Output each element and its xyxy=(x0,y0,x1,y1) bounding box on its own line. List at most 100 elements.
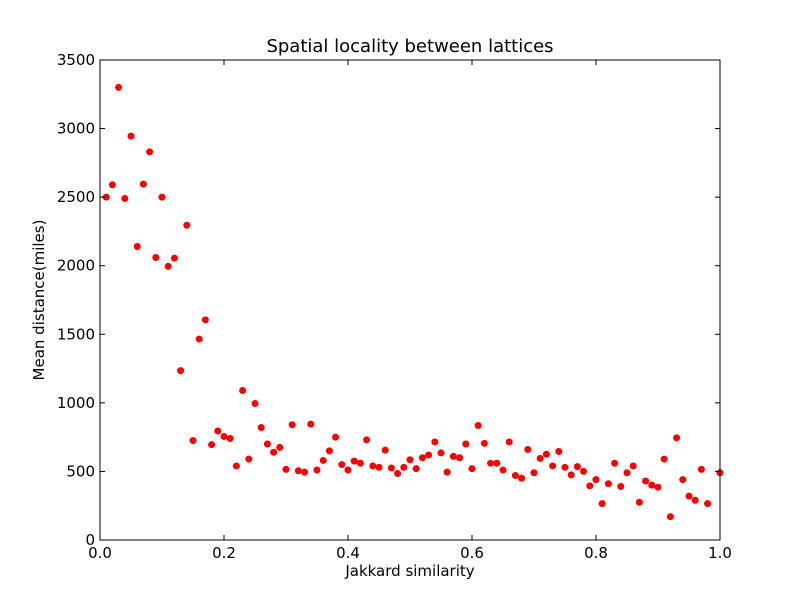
data-point xyxy=(617,483,625,491)
x-axis-label: Jakkard similarity xyxy=(344,562,474,580)
data-point xyxy=(437,449,445,457)
data-point xyxy=(691,496,699,504)
data-point xyxy=(294,467,302,475)
data-point xyxy=(580,467,588,475)
data-point xyxy=(226,435,234,443)
data-point xyxy=(598,500,606,508)
y-tick-label: 2000 xyxy=(57,257,95,275)
data-point xyxy=(679,476,687,484)
data-point xyxy=(499,466,507,474)
data-point xyxy=(338,461,346,469)
y-tick-label: 1000 xyxy=(57,394,95,412)
data-point xyxy=(549,462,557,470)
data-point xyxy=(350,457,358,465)
data-point xyxy=(456,454,464,462)
data-point xyxy=(139,180,147,188)
data-point xyxy=(208,441,216,449)
data-point xyxy=(239,387,247,395)
data-point xyxy=(158,193,166,201)
data-point xyxy=(108,181,116,189)
data-point xyxy=(121,195,129,203)
data-point xyxy=(288,421,296,429)
x-tick-label: 0.8 xyxy=(584,544,608,562)
y-tick-label: 2500 xyxy=(57,188,95,206)
x-tick-label: 0.6 xyxy=(460,544,484,562)
x-tick-label: 0.0 xyxy=(88,544,112,562)
data-point xyxy=(704,500,712,508)
data-point xyxy=(146,148,154,156)
plot-frame xyxy=(99,59,721,541)
data-point xyxy=(344,466,352,474)
data-point xyxy=(425,451,433,459)
data-point xyxy=(214,427,222,435)
data-point xyxy=(654,483,662,491)
y-axis-label: Mean distance(miles) xyxy=(30,220,48,381)
data-point xyxy=(127,132,135,140)
data-point xyxy=(152,253,160,261)
data-point xyxy=(604,480,612,488)
x-tick-label: 1.0 xyxy=(708,544,732,562)
data-point xyxy=(431,438,439,446)
data-point xyxy=(387,464,395,472)
data-point xyxy=(449,452,457,460)
data-point xyxy=(493,459,501,467)
data-point xyxy=(189,437,197,445)
data-point xyxy=(164,262,172,270)
data-point xyxy=(505,438,513,446)
data-point xyxy=(660,455,668,463)
data-point xyxy=(685,492,693,500)
data-point xyxy=(257,424,265,432)
data-point xyxy=(220,432,228,440)
data-point xyxy=(313,466,321,474)
points-layer xyxy=(102,83,724,521)
data-point xyxy=(301,468,309,476)
data-point xyxy=(642,477,650,485)
ticks-layer: 0.0 0.2 0.4 0.6 0.8 1.0 0 500 1000 1500 2000 2500 30… xyxy=(57,51,732,562)
data-point xyxy=(673,434,681,442)
data-point xyxy=(115,83,123,91)
x-tick-label: 0.4 xyxy=(336,544,360,562)
data-point xyxy=(195,335,203,343)
x-tick-label: 0.2 xyxy=(212,544,236,562)
data-point xyxy=(245,455,253,463)
data-point xyxy=(511,472,519,480)
data-point xyxy=(629,462,637,470)
data-point xyxy=(363,436,371,444)
data-point xyxy=(573,463,581,471)
data-point xyxy=(412,465,420,473)
data-point xyxy=(697,465,705,473)
data-point xyxy=(480,439,488,447)
data-point xyxy=(319,456,327,464)
data-point xyxy=(307,420,315,428)
data-point xyxy=(555,448,563,456)
data-point xyxy=(270,448,278,456)
data-point xyxy=(232,462,240,470)
y-tick-label: 3000 xyxy=(57,120,95,138)
data-point xyxy=(623,469,631,477)
plot-area xyxy=(100,60,720,540)
data-point xyxy=(586,482,594,490)
data-point xyxy=(474,421,482,429)
y-tick-label: 0 xyxy=(85,531,95,549)
data-point xyxy=(400,463,408,471)
data-point xyxy=(394,469,402,477)
data-point xyxy=(369,462,377,470)
data-point xyxy=(443,468,451,476)
data-point xyxy=(276,443,284,451)
data-point xyxy=(102,193,110,201)
data-point xyxy=(666,513,674,521)
data-point xyxy=(592,476,600,484)
data-point xyxy=(375,463,383,471)
data-point xyxy=(530,469,538,477)
data-point xyxy=(536,454,544,462)
data-point xyxy=(381,446,389,454)
data-point xyxy=(282,465,290,473)
data-point xyxy=(170,254,178,262)
data-point xyxy=(648,481,656,489)
data-point xyxy=(487,459,495,467)
data-point xyxy=(356,459,364,467)
data-point xyxy=(635,498,643,506)
data-point xyxy=(468,465,476,473)
data-point xyxy=(325,447,333,455)
